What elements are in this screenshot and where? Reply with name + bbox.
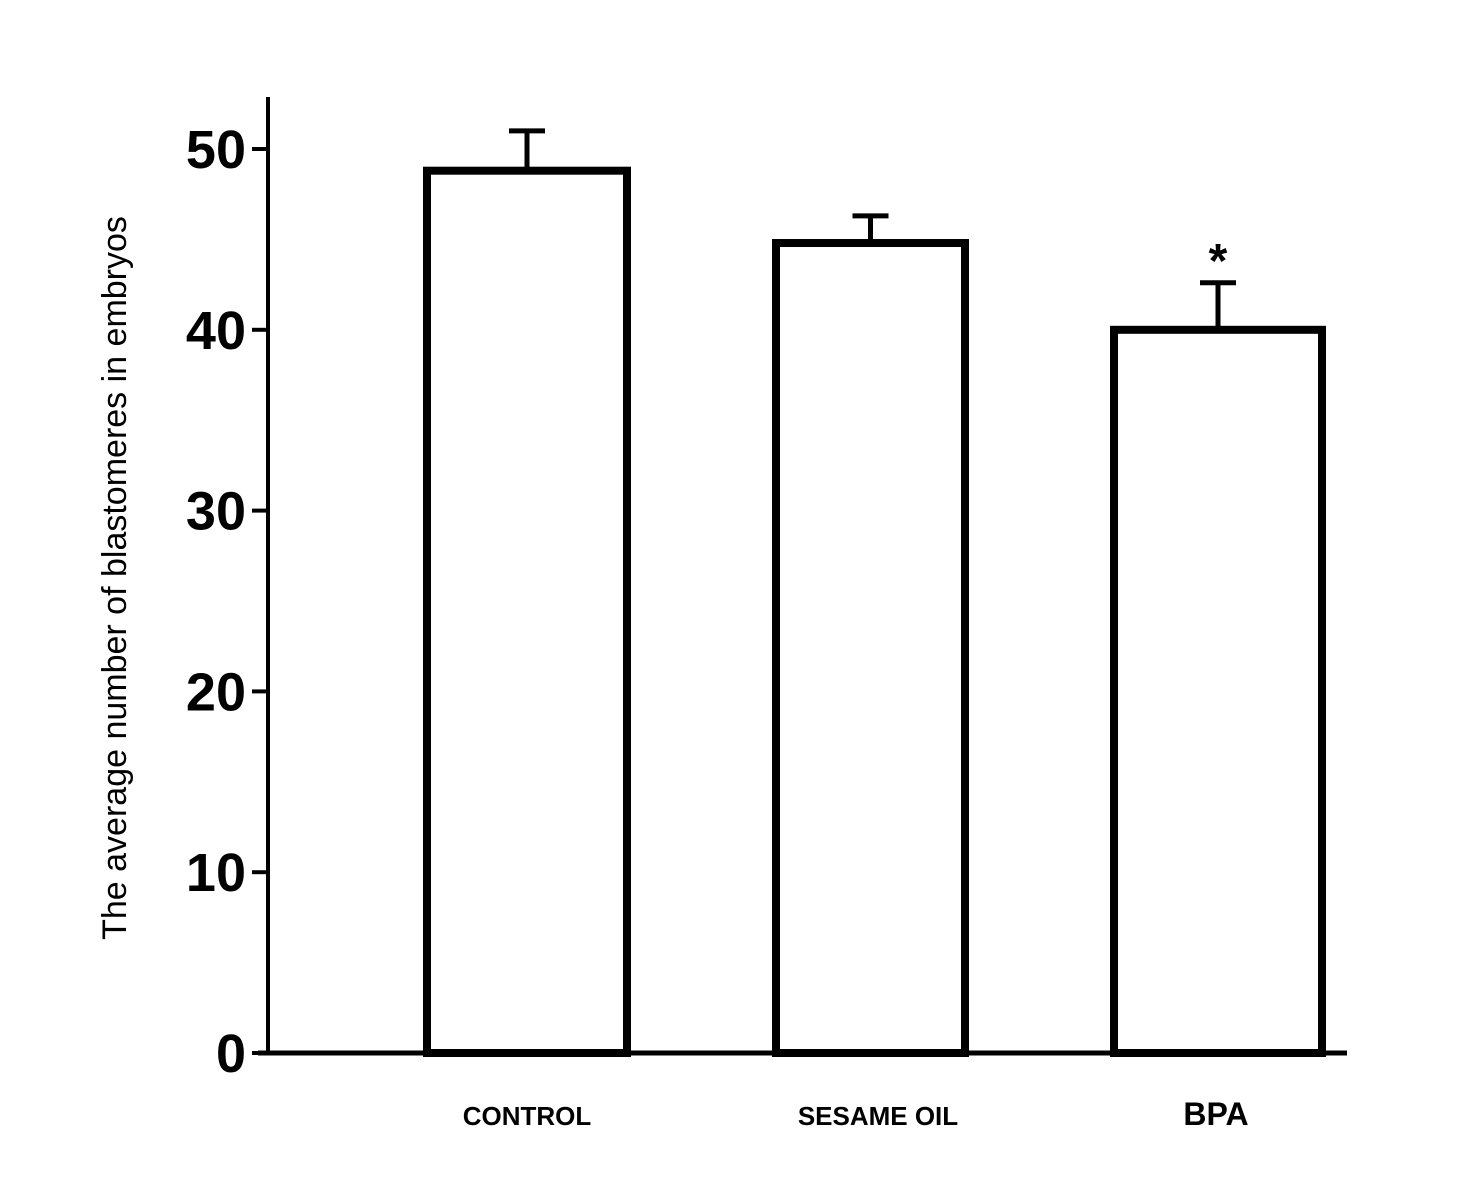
y-axis-title: The average number of blastomeres in emb… (96, 216, 134, 940)
category-labels-layer: CONTROL SESAME OIL BPA (463, 1096, 1249, 1132)
y-ticks-layer: 0 10 20 30 40 50 (186, 120, 268, 1084)
axes-layer (258, 97, 1347, 1056)
y-tick-label: 30 (186, 482, 246, 542)
x-category-label: BPA (1183, 1096, 1248, 1132)
y-tick-label: 20 (186, 662, 246, 722)
bar (1110, 325, 1326, 1057)
significance-marker: * (1209, 235, 1228, 288)
y-tick-label: 10 (186, 843, 246, 903)
bar (772, 239, 969, 1058)
y-tick-label: 50 (186, 120, 246, 180)
bars-layer: * (423, 128, 1326, 1058)
y-tick-label: 0 (216, 1024, 246, 1084)
bar (423, 166, 631, 1058)
y-tick-label: 40 (186, 301, 246, 361)
x-category-label: CONTROL (463, 1101, 592, 1131)
x-category-label: SESAME OIL (798, 1101, 958, 1131)
